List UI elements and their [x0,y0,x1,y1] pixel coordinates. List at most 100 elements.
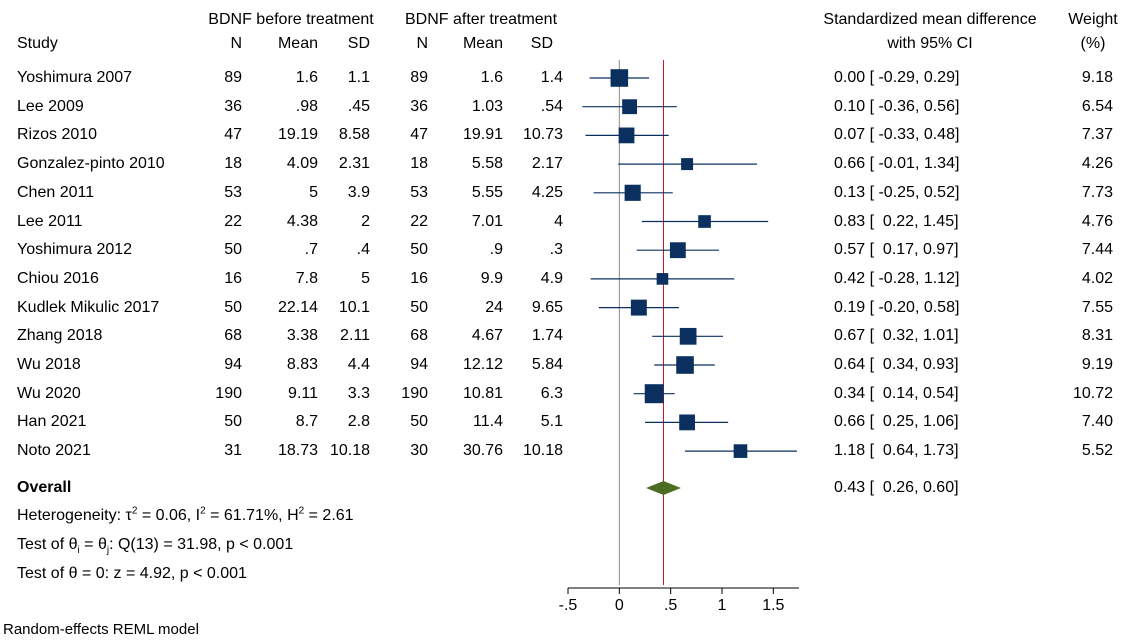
row-mean1: .7 [304,241,318,259]
row-weight: 7.73 [1081,183,1113,201]
row-n1: 22 [224,212,242,230]
row-study: Wu 2020 [17,384,81,402]
row-mean1: 8.83 [286,356,318,373]
row-sd2: 10.18 [522,442,563,460]
row-n1: 53 [224,183,242,201]
group2-title: BDNF after treatment [404,11,558,28]
row-sd2: 4 [554,212,563,230]
row-ci-text: 0.57 [ 0.17, 0.97] [834,241,959,259]
weight-header-line2: (%) [1080,35,1106,52]
row-sd1: 3.3 [347,384,370,402]
smd-header-line1: Standardized mean difference [823,11,1037,28]
row-ci-text: 0.64 [ 0.34, 0.93] [834,356,959,373]
row-ci-text: 0.00 [ -0.29, 0.29] [834,69,960,86]
row-n2: 50 [410,241,428,259]
row-ci-text: 0.34 [ 0.14, 0.54] [834,384,959,402]
study-marker [656,273,669,285]
row-sd1: 2.11 [340,327,370,345]
row-study: Wu 2018 [17,356,81,373]
row-weight: 7.40 [1081,413,1113,431]
row-study: Chiou 2016 [17,269,99,287]
row-n1: 190 [215,384,242,402]
row-sd1: 4.4 [347,356,370,373]
row-weight: 4.26 [1081,155,1113,173]
row-ci-text: 0.19 [ -0.20, 0.58] [834,298,960,316]
row-sd2: 1.74 [531,327,563,345]
row-sd2: .3 [549,241,563,259]
row-study: Noto 2021 [17,442,91,460]
row-sd2: 5.1 [540,413,563,431]
row-mean2: 5.58 [471,155,503,173]
n2-header: N [416,35,428,52]
row-sd1: 1.1 [347,69,370,86]
row-mean2: 24 [485,298,503,316]
study-marker [618,127,635,144]
row-weight: 9.18 [1081,69,1113,86]
sd1-header: SD [347,35,370,52]
row-n2: 53 [410,183,428,201]
row-n1: 50 [224,298,242,316]
row-sd1: 3.9 [347,183,370,201]
study-marker [679,414,695,431]
row-n2: 94 [410,356,428,373]
row-sd2: 1.4 [540,69,563,86]
row-mean1: 3.38 [286,327,318,345]
row-n1: 89 [224,69,242,86]
row-study: Yoshimura 2007 [17,69,133,86]
x-axis-tick-label: 0 [615,597,624,614]
study-marker [681,158,694,171]
row-n1: 18 [224,155,242,173]
row-ci-text: 0.83 [ 0.22, 1.45] [834,212,959,230]
row-weight: 4.02 [1081,269,1113,287]
row-ci-text: 0.67 [ 0.32, 1.01] [834,327,959,345]
row-weight: 8.31 [1081,327,1113,345]
row-sd1: .4 [356,241,370,259]
study-header: Study [17,35,58,52]
row-n2: 68 [410,327,428,345]
row-study: Zhang 2018 [17,327,103,345]
row-n2: 89 [410,69,428,86]
row-n2: 36 [410,97,428,115]
row-mean1: 5 [309,183,318,201]
row-mean2: 5.55 [471,183,503,201]
row-mean2: 30.76 [462,442,503,460]
row-sd2: 10.73 [522,126,563,144]
mean1-header: Mean [277,35,318,52]
row-study: Gonzalez-pinto 2010 [17,155,165,173]
row-mean1: .98 [295,97,318,115]
group1-title: BDNF before treatment [208,11,374,28]
row-sd2: 9.65 [531,298,563,316]
mean2-header: Mean [462,35,503,52]
row-ci-text: 0.13 [ -0.25, 0.52] [834,183,960,201]
row-ci-text: 1.18 [ 0.64, 1.73] [834,442,959,460]
study-marker [610,69,629,87]
row-n1: 31 [224,442,242,460]
row-weight: 5.52 [1081,442,1113,460]
row-sd2: 5.84 [531,356,563,373]
sd2-header: SD [530,35,553,52]
row-ci-text: 0.10 [ -0.36, 0.56] [834,97,960,115]
row-mean2: 19.91 [462,126,503,144]
row-n1: 16 [224,269,242,287]
row-study: Kudlek Mikulic 2017 [17,298,160,316]
row-n2: 50 [410,298,428,316]
homogeneity-test: Test of θi = θj: Q(13) = 31.98, p < 0.00… [17,536,294,557]
study-marker [676,356,694,374]
row-mean2: 9.9 [480,269,503,287]
row-weight: 4.76 [1081,212,1113,230]
row-mean1: 18.73 [277,442,318,460]
row-weight: 10.72 [1072,384,1113,402]
row-n2: 30 [410,442,428,460]
row-sd2: 4.9 [540,269,563,287]
row-mean1: 4.09 [286,155,318,173]
heterogeneity-stats: Heterogeneity: τ2 = 0.06, I2 = 61.71%, H… [17,505,354,524]
row-study: Yoshimura 2012 [17,241,133,259]
row-sd1: 8.58 [338,126,370,144]
study-marker [669,242,686,259]
study-marker [679,327,697,345]
row-study: Rizos 2010 [17,126,98,144]
x-axis-tick-label: 1 [718,597,727,614]
row-n2: 190 [401,384,428,402]
overall-label: Overall [17,479,72,496]
